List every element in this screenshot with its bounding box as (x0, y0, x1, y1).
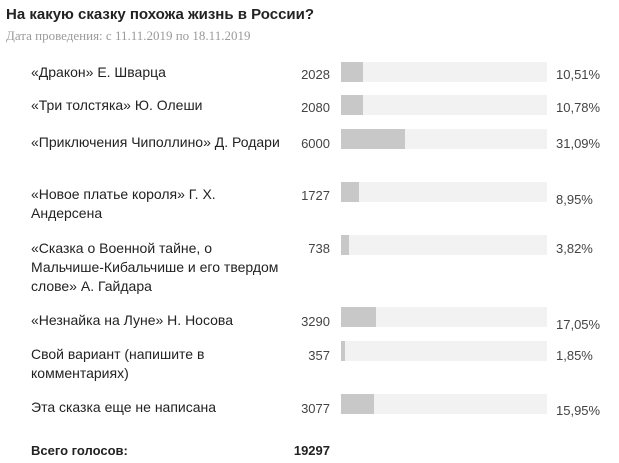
poll-title: На какую сказку похожа жизнь в России? (6, 6, 315, 23)
result-bar-track (341, 95, 547, 115)
result-bar-track (341, 182, 547, 202)
option-label: «Сказка о Военной тайне, о Мальчише-Киба… (31, 240, 279, 294)
option-label: Эта сказка еще не написана (31, 399, 217, 415)
total-votes-label: Всего голосов: (31, 443, 128, 458)
result-bar-fill (341, 235, 349, 255)
result-bar-track (341, 62, 547, 82)
vote-count: 3077 (301, 401, 330, 416)
poll-date: Дата проведения: с 11.11.2019 по 18.11.2… (6, 28, 251, 43)
vote-percent: 1,85% (556, 348, 593, 363)
vote-percent: 10,78% (556, 100, 601, 115)
vote-count: 738 (308, 241, 330, 256)
vote-count: 3290 (301, 314, 330, 329)
vote-percent: 3,82% (556, 241, 593, 256)
vote-percent: 31,09% (556, 136, 601, 151)
option-label: «Три толстяка» Ю. Олеши (31, 97, 203, 113)
vote-count: 2080 (301, 100, 330, 115)
result-bar-fill (341, 182, 359, 202)
result-bar-fill (341, 95, 363, 115)
vote-count: 6000 (301, 136, 330, 151)
vote-count: 2028 (301, 67, 330, 82)
vote-percent: 10,51% (556, 67, 601, 82)
result-bar-fill (341, 394, 374, 414)
result-bar-track (341, 394, 547, 414)
option-label: «Новое платье короля» Г. Х. Андерсена (31, 186, 216, 221)
option-label: «Незнайка на Луне» Н. Носова (31, 312, 233, 328)
vote-count: 357 (308, 348, 330, 363)
result-bar-track (341, 129, 547, 149)
result-bar-track (341, 235, 547, 255)
vote-percent: 17,05% (556, 317, 601, 332)
vote-percent: 15,95% (556, 403, 601, 418)
option-label: «Дракон» Е. Шварца (31, 64, 166, 80)
result-bar-fill (341, 62, 363, 82)
option-label: Свой вариант (напишите в комментариях) (31, 346, 205, 381)
option-label: «Приключения Чиполлино» Д. Родари (31, 134, 280, 150)
total-votes-value: 19297 (293, 443, 330, 458)
result-bar-fill (341, 307, 376, 327)
result-bar-fill (341, 341, 345, 361)
vote-percent: 8,95% (556, 192, 593, 207)
result-bar-track (341, 341, 547, 361)
result-bar-track (341, 307, 547, 327)
vote-count: 1727 (301, 188, 330, 203)
result-bar-fill (341, 129, 405, 149)
